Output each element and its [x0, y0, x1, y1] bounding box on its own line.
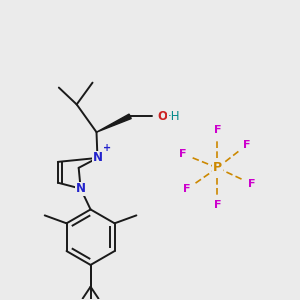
Text: +: +	[103, 143, 112, 153]
Text: P: P	[213, 161, 222, 174]
Text: F: F	[214, 125, 221, 135]
Text: N: N	[76, 182, 85, 195]
Text: F: F	[214, 200, 221, 211]
Text: F: F	[183, 184, 190, 194]
Text: N: N	[92, 152, 103, 164]
Text: F: F	[243, 140, 251, 150]
Polygon shape	[97, 114, 131, 132]
Text: ·H: ·H	[167, 110, 180, 123]
Text: F: F	[179, 149, 186, 159]
Text: F: F	[248, 179, 255, 189]
Text: O: O	[157, 110, 167, 123]
